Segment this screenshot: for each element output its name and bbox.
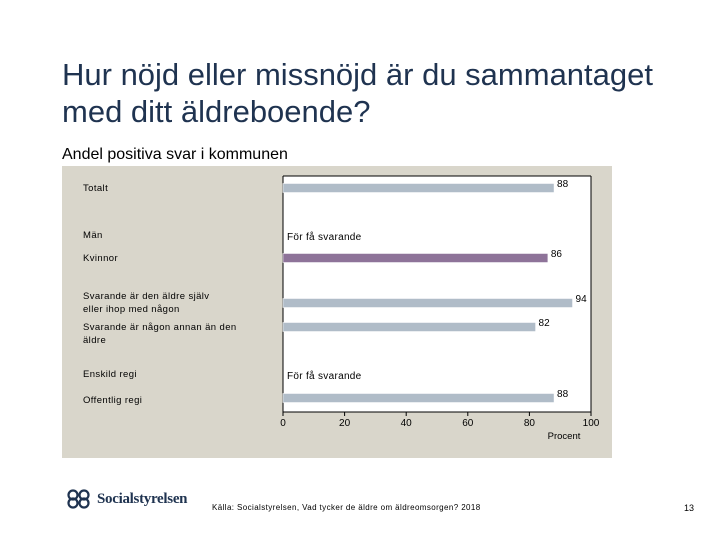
logo-text: Socialstyrelsen xyxy=(97,490,188,507)
bar xyxy=(282,183,555,193)
x-tick-label: 60 xyxy=(462,418,474,429)
data-label: 82 xyxy=(539,318,551,329)
data-label: 88 xyxy=(557,389,569,400)
data-label: 86 xyxy=(551,249,563,260)
category-label: Svarande är någon annan än den xyxy=(83,322,237,333)
socialstyrelsen-logo-icon xyxy=(67,489,90,509)
category-label: Enskild regi xyxy=(83,369,137,380)
x-tick-label: 40 xyxy=(401,418,413,429)
page-number: 13 xyxy=(684,503,695,513)
bar xyxy=(282,253,549,263)
category-label: Kvinnor xyxy=(83,253,118,264)
category-label: Offentlig regi xyxy=(83,395,142,406)
chart-subtitle: Andel positiva svar i kommunen xyxy=(62,146,288,163)
bar xyxy=(282,393,555,403)
x-tick-label: 80 xyxy=(524,418,536,429)
bar xyxy=(282,298,573,308)
data-label: 94 xyxy=(576,294,588,305)
page-title: Hur nöjd eller missnöjd är du sammantage… xyxy=(62,57,653,129)
data-label: För få svarande xyxy=(287,370,362,382)
category-label: Totalt xyxy=(83,183,108,194)
category-label: Män xyxy=(83,230,103,241)
x-axis-title: Procent xyxy=(548,431,581,442)
bar-chart: Totalt 88 Män För få svarande Kvinnor 86 Svara… xyxy=(83,175,600,442)
footer-logo: Socialstyrelsen xyxy=(65,488,188,510)
data-label: För få svarande xyxy=(287,231,362,243)
data-label: 88 xyxy=(557,179,569,190)
category-label: Svarande är den äldre själv xyxy=(83,291,209,302)
plot-area xyxy=(283,176,591,412)
category-label: äldre xyxy=(83,335,106,346)
x-tick-label: 20 xyxy=(339,418,351,429)
source-text: Källa: Socialstyrelsen, Vad tycker de äl… xyxy=(212,503,481,512)
bar xyxy=(282,322,536,332)
category-label: eller ihop med någon xyxy=(83,304,180,315)
x-tick-label: 0 xyxy=(280,418,286,429)
x-tick-label: 100 xyxy=(583,418,600,429)
